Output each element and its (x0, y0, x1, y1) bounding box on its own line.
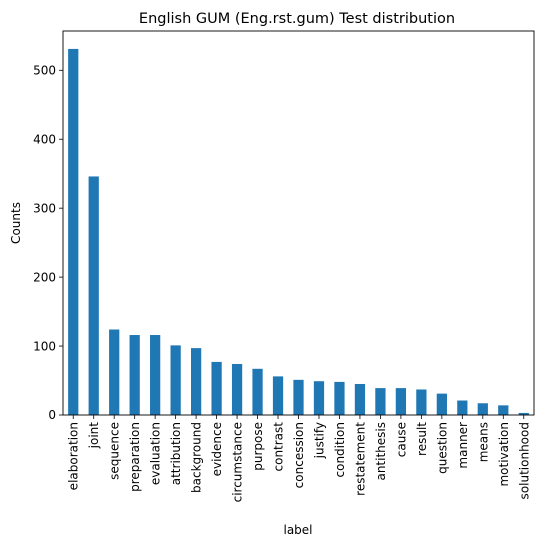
x-tick-label: solutionhood (517, 422, 531, 499)
bar-restatement (354, 383, 366, 415)
x-tick-label: elaboration (67, 422, 81, 490)
bar-cause (395, 388, 407, 415)
bar-evaluation (150, 335, 161, 415)
x-tick-label: antithesis (374, 422, 388, 481)
x-tick-label: condition (333, 422, 347, 477)
x-tick-label: preparation (128, 422, 142, 492)
y-tick-label: 400 (33, 132, 56, 146)
x-tick-label: manner (456, 422, 470, 469)
x-tick-label: evidence (210, 422, 224, 476)
bar-justify (313, 381, 325, 415)
x-tick-label: attribution (169, 422, 183, 485)
plot-frame (62, 30, 535, 416)
x-tick-label: concession (292, 422, 306, 488)
bar-purpose (252, 368, 263, 415)
bar-preparation (129, 335, 140, 415)
y-tick-label: 100 (33, 339, 56, 353)
bar-sequence (109, 329, 120, 415)
x-tick-label: cause (394, 422, 408, 457)
bar-contrast (272, 376, 284, 415)
bar-motivation (498, 405, 509, 415)
bars (68, 48, 529, 416)
y-tick-label: 500 (33, 63, 56, 77)
bar-condition (334, 381, 345, 415)
y-axis-label: Counts (9, 202, 23, 244)
bar-elaboration (68, 48, 79, 416)
x-tick-label: motivation (497, 422, 511, 487)
bar-concession (293, 379, 304, 415)
bar-question (436, 393, 447, 415)
x-axis-label: label (283, 523, 312, 537)
bar-attribution (170, 345, 181, 415)
x-tick-label: justify (312, 422, 326, 459)
x-tick-label: joint (87, 422, 101, 450)
bar-result (416, 389, 427, 415)
x-tick-label: sequence (108, 422, 122, 480)
x-tick-label: restatement (353, 422, 367, 496)
x-tick-label: circumstance (231, 422, 245, 502)
x-tick-label: means (476, 422, 490, 462)
x-tick-label: question (435, 422, 449, 474)
y-tick-label: 300 (33, 201, 56, 215)
x-tick-label: evaluation (149, 422, 163, 485)
x-tick-label: background (190, 422, 204, 493)
bar-means (477, 403, 488, 415)
x-tick-label: result (415, 422, 429, 456)
bar-joint (88, 176, 99, 415)
x-axis: elaboration joint sequence preparation evalu… (67, 415, 531, 502)
bar-manner (457, 400, 468, 415)
bar-solutionhood (518, 412, 529, 415)
x-tick-label: contrast (272, 422, 286, 472)
x-tick-label: purpose (251, 422, 265, 471)
bar-antithesis (375, 388, 386, 415)
bar-background (190, 348, 202, 415)
y-axis: 0 100 200 300 400 500 (33, 63, 63, 422)
y-tick-label: 200 (33, 270, 56, 284)
bar-circumstance (231, 363, 243, 415)
y-tick-label: 0 (48, 408, 56, 422)
bar-evidence (211, 361, 222, 415)
chart-title: English GUM (Eng.rst.gum) Test distribut… (139, 11, 455, 27)
